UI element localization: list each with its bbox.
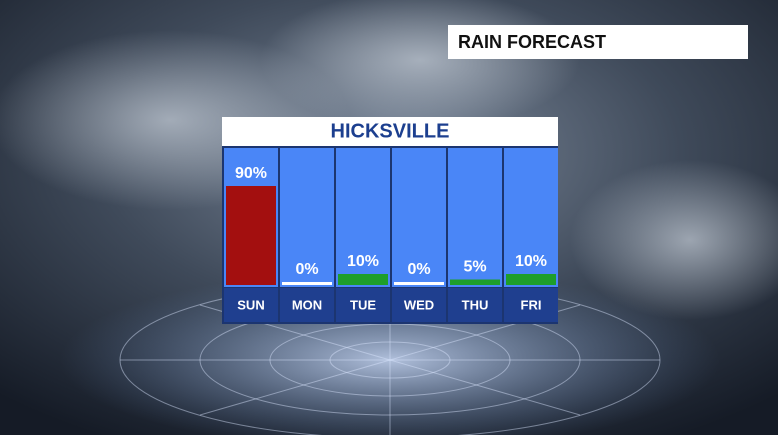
value-label: 5% bbox=[463, 259, 486, 276]
value-label: 10% bbox=[515, 253, 547, 270]
column bbox=[336, 148, 390, 287]
header: RAIN FORECAST bbox=[458, 32, 606, 52]
value-label: 0% bbox=[407, 261, 430, 278]
column bbox=[504, 148, 558, 287]
radar-rings bbox=[119, 281, 661, 435]
bar bbox=[394, 282, 444, 285]
x-tick-label: FRI bbox=[521, 297, 542, 312]
x-tick-label: WED bbox=[404, 297, 434, 312]
bar bbox=[338, 274, 388, 285]
day-cell bbox=[336, 288, 390, 322]
title-box bbox=[222, 117, 558, 146]
x-tick-label: THU bbox=[462, 297, 489, 312]
chart-title: HICKSVILLE bbox=[331, 120, 450, 142]
bar bbox=[506, 274, 556, 285]
x-tick-label: MON bbox=[292, 297, 322, 312]
x-tick-label: SUN bbox=[237, 297, 264, 312]
cloud bbox=[570, 160, 778, 320]
day-cell bbox=[392, 288, 446, 322]
x-tick-label: TUE bbox=[350, 297, 376, 312]
day-cell bbox=[504, 288, 558, 322]
day-cell bbox=[280, 288, 334, 322]
header-box bbox=[448, 25, 748, 59]
value-label: 0% bbox=[295, 261, 318, 278]
day-cell bbox=[224, 288, 278, 322]
bar bbox=[282, 282, 332, 285]
day-cell bbox=[448, 288, 502, 322]
bar bbox=[226, 186, 276, 285]
column bbox=[392, 148, 446, 287]
value-label: 90% bbox=[235, 165, 267, 182]
bar bbox=[450, 279, 500, 285]
column bbox=[280, 148, 334, 287]
value-label: 10% bbox=[347, 253, 379, 270]
column bbox=[448, 148, 502, 287]
